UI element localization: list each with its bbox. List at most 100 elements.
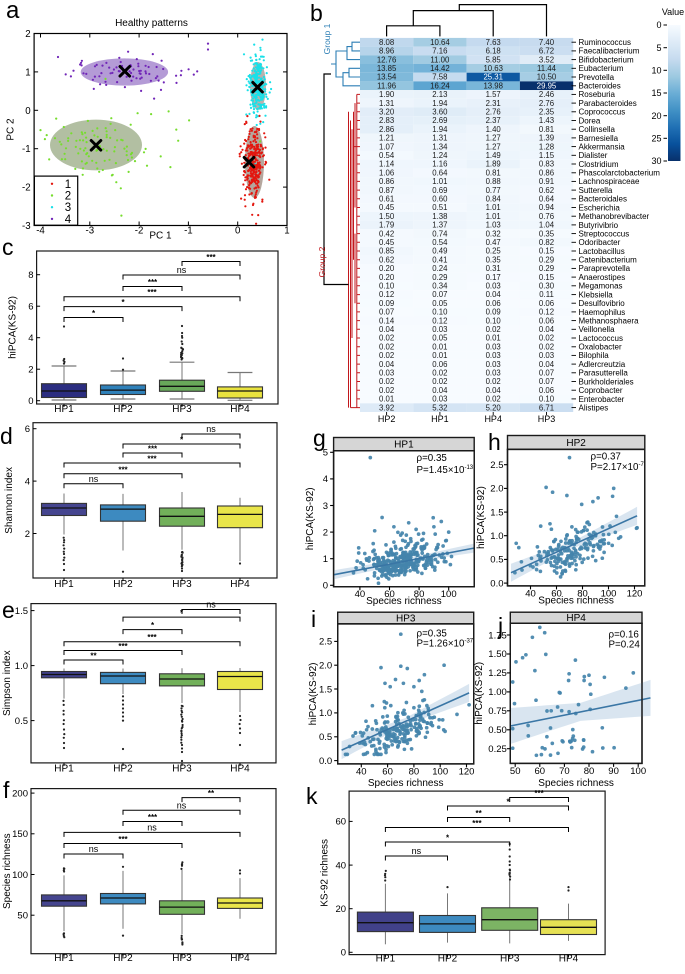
svg-text:0.91: 0.91 (539, 177, 554, 186)
svg-text:1.79: 1.79 (379, 221, 394, 230)
svg-text:0.03: 0.03 (486, 342, 501, 351)
svg-text:1.01: 1.01 (486, 212, 501, 221)
svg-text:100: 100 (12, 870, 28, 881)
svg-text:1.24: 1.24 (432, 151, 448, 160)
svg-text:Group 2: Group 2 (317, 246, 327, 277)
svg-text:0.64: 0.64 (539, 195, 555, 204)
svg-text:Eubacterium: Eubacterium (579, 64, 624, 73)
svg-text:f: f (3, 777, 10, 803)
svg-text:k: k (306, 783, 318, 809)
svg-text:150: 150 (12, 829, 28, 840)
svg-text:0.75: 0.75 (488, 706, 507, 717)
svg-text:0.29: 0.29 (432, 273, 447, 282)
svg-text:***: *** (148, 278, 158, 287)
svg-text:0: 0 (323, 581, 328, 592)
svg-text:8.96: 8.96 (379, 47, 394, 56)
svg-text:1.90: 1.90 (379, 90, 395, 99)
svg-text:2.37: 2.37 (486, 116, 501, 125)
svg-text:1.00: 1.00 (488, 687, 507, 698)
svg-text:0.10: 0.10 (379, 282, 395, 291)
svg-text:13.85: 13.85 (377, 64, 397, 73)
svg-text:0.02: 0.02 (379, 386, 394, 395)
svg-text:12.76: 12.76 (377, 55, 397, 64)
svg-text:0.03: 0.03 (539, 351, 554, 360)
svg-text:0.45: 0.45 (379, 203, 395, 212)
svg-text:c: c (2, 234, 14, 260)
svg-text:2: 2 (65, 191, 71, 203)
svg-text:10: 10 (651, 66, 661, 76)
svg-text:4: 4 (323, 474, 328, 485)
svg-text:hiPCA(KS-92): hiPCA(KS-92) (476, 486, 487, 549)
svg-text:0.69: 0.69 (432, 186, 447, 195)
svg-text:HP1: HP1 (431, 414, 449, 424)
svg-text:2.31: 2.31 (486, 99, 501, 108)
svg-text:0.47: 0.47 (486, 238, 501, 247)
svg-text:1.01: 1.01 (486, 203, 501, 212)
svg-text:**: ** (90, 652, 97, 661)
svg-text:*: * (151, 621, 155, 630)
svg-text:HP3: HP3 (172, 579, 192, 590)
svg-text:Megamonas: Megamonas (579, 282, 623, 291)
svg-text:0.20: 0.20 (379, 273, 395, 282)
svg-text:60: 60 (551, 588, 562, 599)
svg-text:1.0: 1.0 (319, 708, 332, 719)
svg-text:1.14: 1.14 (379, 160, 395, 169)
svg-text:HP4: HP4 (559, 954, 579, 965)
svg-text:0.02: 0.02 (379, 351, 394, 360)
svg-text:HP1: HP1 (54, 579, 74, 590)
svg-text:j: j (497, 613, 503, 639)
svg-text:0.5: 0.5 (319, 732, 332, 743)
svg-text:0.61: 0.61 (379, 195, 394, 204)
svg-text:1.0: 1.0 (15, 661, 28, 672)
svg-text:Faecalibacterium: Faecalibacterium (579, 47, 640, 56)
svg-text:0.5: 0.5 (490, 555, 503, 566)
svg-text:***: *** (147, 455, 157, 464)
svg-text:HP1: HP1 (394, 440, 414, 451)
svg-text:0.49: 0.49 (432, 247, 447, 256)
svg-text:0.12: 0.12 (539, 308, 554, 317)
svg-text:5: 5 (323, 448, 328, 459)
svg-text:0.20: 0.20 (379, 264, 395, 273)
svg-text:1.38: 1.38 (432, 212, 447, 221)
svg-text:0.83: 0.83 (539, 160, 554, 169)
svg-text:0.54: 0.54 (379, 151, 395, 160)
svg-text:2.76: 2.76 (486, 108, 501, 117)
svg-text:HP1: HP1 (54, 953, 74, 964)
svg-text:0.03: 0.03 (432, 395, 447, 404)
svg-text:Shannon index: Shannon index (4, 467, 15, 534)
svg-text:40: 40 (525, 588, 536, 599)
svg-text:0.03: 0.03 (486, 351, 501, 360)
svg-text:2.83: 2.83 (379, 116, 394, 125)
svg-text:2.86: 2.86 (379, 125, 394, 134)
svg-text:***: *** (534, 789, 544, 798)
svg-text:10.63: 10.63 (483, 64, 503, 73)
svg-text:Dorea: Dorea (579, 116, 601, 125)
svg-text:0.62: 0.62 (539, 186, 554, 195)
svg-text:0.41: 0.41 (432, 255, 447, 264)
svg-text:25.31: 25.31 (483, 73, 503, 82)
svg-text:-1: -1 (184, 226, 193, 237)
svg-text:g: g (313, 425, 326, 451)
svg-text:0.01: 0.01 (432, 342, 447, 351)
svg-text:4: 4 (25, 476, 30, 487)
svg-text:***: *** (118, 642, 128, 651)
svg-text:Butyrivibrio: Butyrivibrio (579, 221, 619, 230)
svg-text:0.84: 0.84 (486, 195, 502, 204)
svg-text:HP3: HP3 (500, 954, 520, 965)
svg-text:0.15: 0.15 (539, 247, 555, 256)
svg-text:Coprobacter: Coprobacter (579, 386, 623, 395)
svg-text:ns: ns (412, 846, 422, 856)
svg-text:100: 100 (441, 589, 457, 600)
svg-text:100: 100 (432, 766, 448, 777)
svg-text:50: 50 (17, 911, 28, 922)
svg-text:5.32: 5.32 (432, 403, 447, 412)
svg-text:0.88: 0.88 (486, 177, 501, 186)
svg-text:KS-92 richness: KS-92 richness (320, 839, 331, 907)
svg-text:*: * (92, 309, 96, 318)
svg-text:HP2: HP2 (113, 953, 133, 964)
svg-text:1.25: 1.25 (488, 668, 507, 679)
svg-text:0: 0 (656, 20, 661, 30)
svg-text:Klebsiella: Klebsiella (579, 290, 614, 299)
svg-text:0.04: 0.04 (379, 360, 395, 369)
svg-text:***: *** (118, 835, 128, 844)
